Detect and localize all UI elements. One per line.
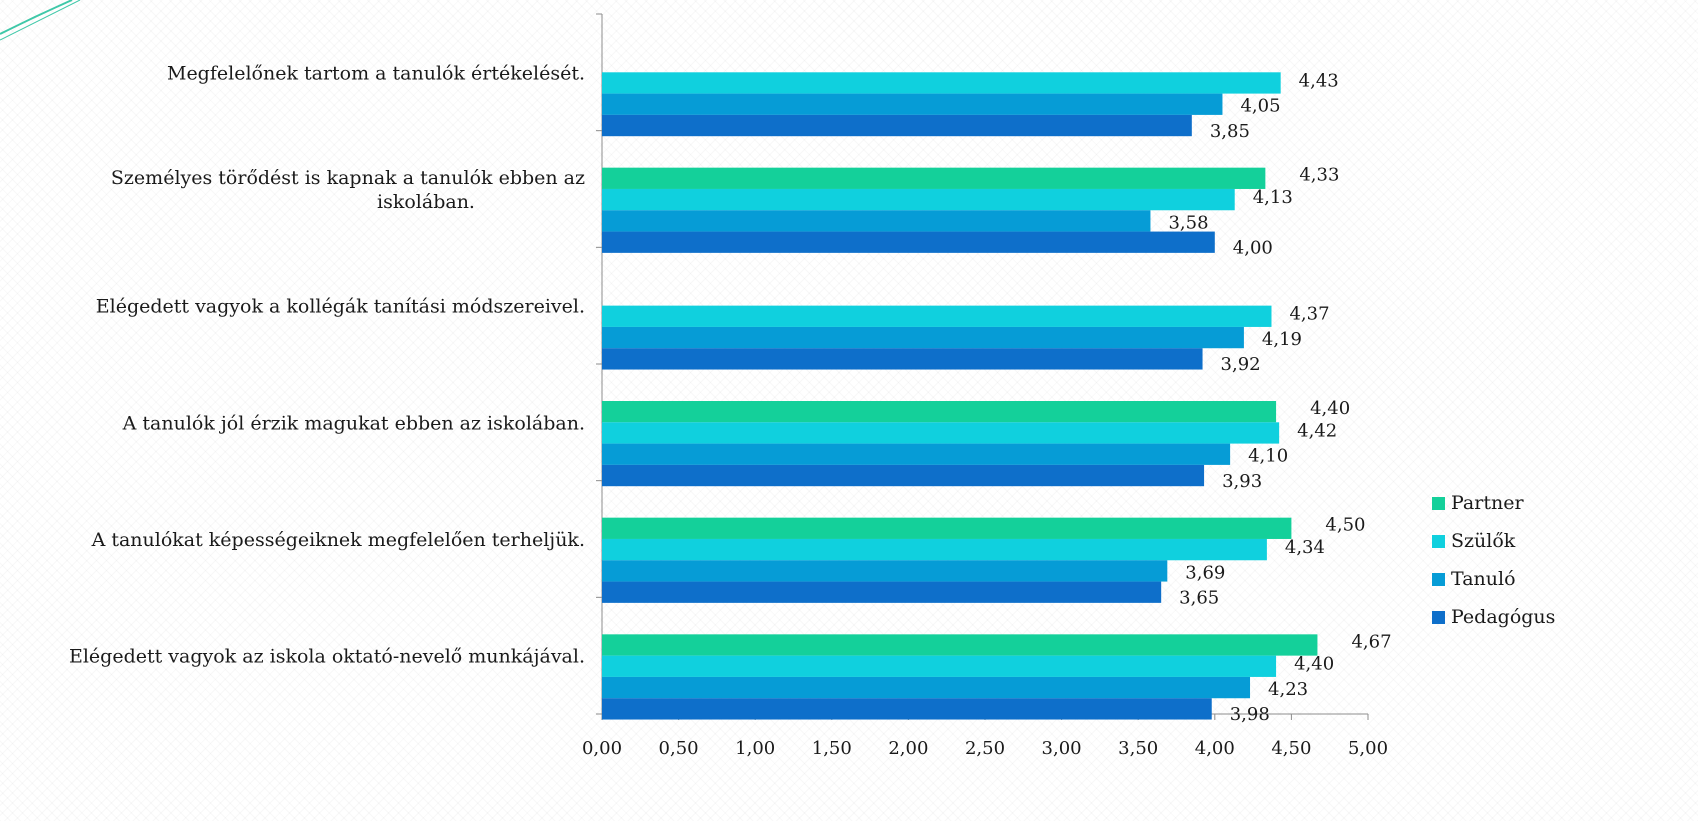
corner-decoration — [0, 0, 73, 35]
legend-label: Tanuló — [1451, 568, 1516, 590]
x-tick-label: 1,00 — [735, 738, 775, 759]
legend-label: Pedagógus — [1451, 606, 1556, 628]
bar-szülők — [602, 538, 1267, 561]
bar-pedagógus — [602, 581, 1162, 603]
bar-partner — [602, 167, 1266, 189]
legend-swatch — [1432, 572, 1445, 586]
bar-pedagógus — [602, 698, 1212, 720]
x-tick-label: 3,50 — [1118, 738, 1158, 759]
category-label: Elégedett vagyok a kollégák tanítási mód… — [96, 296, 585, 318]
data-label: 4,42 — [1297, 420, 1337, 441]
data-label: 4,13 — [1253, 187, 1293, 208]
bar-tanuló — [602, 210, 1151, 232]
data-label: 4,34 — [1285, 537, 1325, 558]
bar-tanuló — [602, 326, 1244, 349]
bar-partner — [602, 517, 1292, 539]
bar-partner — [602, 634, 1318, 656]
x-tick-label: 4,50 — [1271, 738, 1311, 759]
data-label: 4,23 — [1268, 679, 1308, 700]
x-tick-label: 0,50 — [659, 738, 699, 759]
x-tick-label: 1,50 — [812, 738, 852, 759]
x-tick-label: 2,00 — [888, 738, 928, 759]
legend-item: Partner — [1432, 484, 1555, 522]
x-tick-label: 4,00 — [1195, 738, 1235, 759]
category-label: iskolában. — [377, 191, 475, 213]
data-label: 4,05 — [1240, 96, 1280, 117]
data-label: 4,40 — [1294, 654, 1334, 675]
data-label: 3,69 — [1185, 562, 1225, 583]
chart-legend: Partner Szülők Tanuló Pedagógus — [1432, 484, 1555, 636]
x-tick-label: 3,00 — [1042, 738, 1082, 759]
category-label: Elégedett vagyok az iskola oktató-nevelő… — [69, 646, 585, 668]
data-label: 4,37 — [1289, 304, 1329, 325]
bar-pedagógus — [602, 114, 1192, 137]
legend-item: Pedagógus — [1432, 598, 1555, 636]
data-label: 3,58 — [1168, 212, 1208, 233]
bar-pedagógus — [602, 464, 1205, 487]
category-label: A tanulókat képességeiknek megfelelően t… — [91, 529, 585, 551]
data-label: 4,67 — [1351, 631, 1391, 652]
category-label: Megfelelőnek tartom a tanulók értékelésé… — [167, 62, 585, 84]
category-label: Személyes törődést is kapnak a tanulók e… — [111, 167, 585, 189]
bar-pedagógus — [602, 348, 1203, 370]
corner-decoration-2 — [0, 0, 81, 41]
x-tick-label: 5,00 — [1348, 738, 1388, 759]
data-label: 4,50 — [1325, 515, 1365, 536]
x-tick-label: 2,50 — [965, 738, 1005, 759]
bar-tanuló — [602, 93, 1223, 115]
legend-item: Szülők — [1432, 522, 1555, 560]
legend-swatch — [1432, 610, 1445, 624]
data-label: 4,00 — [1233, 238, 1273, 259]
data-label: 3,98 — [1230, 704, 1270, 725]
data-label: 3,85 — [1210, 121, 1250, 142]
legend-label: Szülők — [1451, 530, 1516, 552]
data-label: 4,40 — [1310, 398, 1350, 419]
bar-szülők — [602, 422, 1280, 444]
bar-tanuló — [602, 443, 1231, 465]
bar-szülők — [602, 188, 1235, 211]
data-label: 4,10 — [1248, 446, 1288, 467]
data-label: 3,65 — [1179, 588, 1219, 609]
bar-pedagógus — [602, 231, 1215, 253]
data-label: 3,92 — [1221, 354, 1261, 375]
bar-tanuló — [602, 560, 1168, 582]
legend-swatch — [1432, 496, 1445, 510]
x-tick-label: 0,00 — [582, 738, 622, 759]
data-label: 3,93 — [1222, 471, 1262, 492]
data-label: 4,33 — [1299, 165, 1339, 186]
legend-label: Partner — [1451, 492, 1524, 514]
data-label: 4,19 — [1262, 329, 1302, 350]
bar-szülők — [602, 655, 1277, 677]
bar-szülők — [602, 305, 1272, 327]
legend-item: Tanuló — [1432, 560, 1555, 598]
bar-partner — [602, 401, 1277, 423]
category-label: A tanulók jól érzik magukat ebben az isk… — [122, 412, 585, 434]
legend-swatch — [1432, 534, 1445, 548]
bar-szülők — [602, 72, 1281, 94]
bar-tanuló — [602, 676, 1251, 699]
data-label: 4,43 — [1299, 70, 1339, 91]
